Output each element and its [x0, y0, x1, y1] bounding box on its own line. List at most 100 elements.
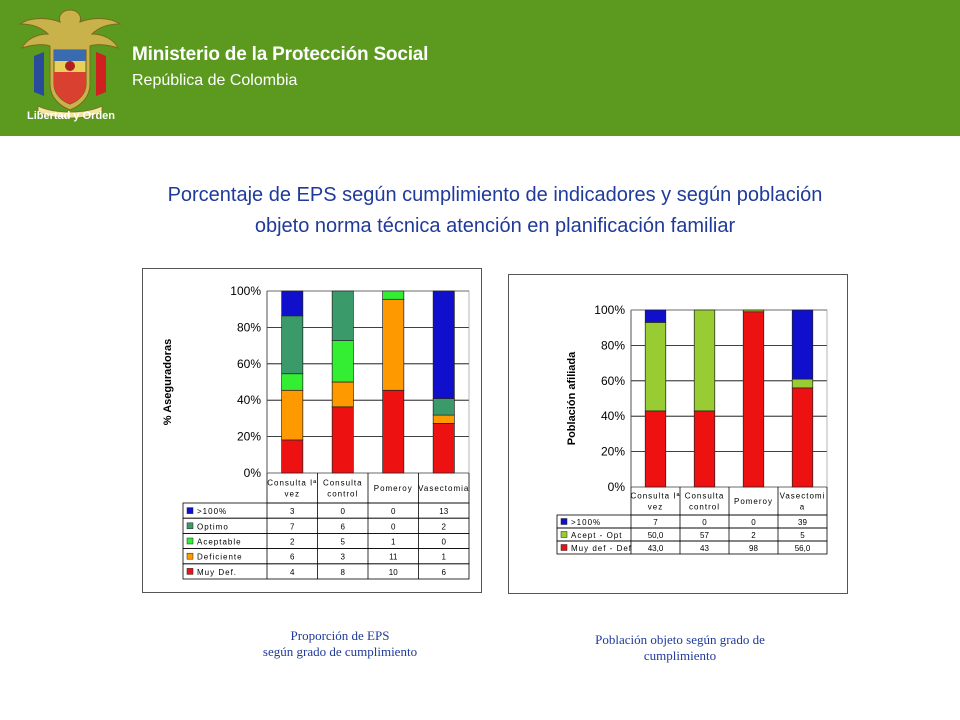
eps-table-value: 0	[341, 507, 346, 516]
pop-table-value: 57	[700, 531, 709, 540]
eps-bar-segment	[281, 389, 304, 441]
pop-table-value: 0	[751, 518, 756, 527]
eps-category-label: vez	[285, 490, 300, 499]
eps-table-value: 0	[391, 507, 396, 516]
chart-panel-eps: 0% 20% 40% 60% 80% 100% % Aseguradoras Consulta…	[142, 268, 482, 593]
eps-bar-segment	[331, 381, 354, 408]
eps-bar-segment	[382, 389, 405, 474]
eps-table-value: 5	[341, 538, 346, 547]
pop-bar-segment	[791, 378, 814, 389]
eps-table-value: 4	[290, 568, 295, 577]
eps-bar-segment	[331, 290, 354, 341]
eps-table-value: 2	[290, 538, 295, 547]
eps-bar-segment	[432, 290, 455, 399]
eps-legend-key	[186, 568, 194, 575]
pop-bar-segment	[791, 387, 814, 488]
header-banner: Libertad y Orden Ministerio de la Protec…	[0, 0, 960, 136]
eps-legend-label: Muy Def.	[197, 568, 237, 577]
pop-ytick-label: 80%	[601, 338, 625, 352]
eps-bar-segment	[281, 315, 304, 375]
chart-panel-population: 0% 20% 40% 60% 80% 100% Población afiliada Cons…	[508, 274, 848, 594]
pop-table-value: 43,0	[648, 544, 664, 553]
coat-of-arms-logo: Libertad y Orden	[10, 6, 132, 132]
eps-table-value: 13	[439, 507, 448, 516]
eps-table-value: 10	[389, 568, 398, 577]
eps-bar-segment	[331, 406, 354, 474]
caption-eps: Proporción de EPS según grado de cumplim…	[200, 628, 480, 660]
eps-legend-key	[186, 537, 194, 545]
eps-table-value: 1	[442, 553, 447, 562]
pop-legend-label: Acept - Opt	[571, 531, 622, 540]
eps-bar-segment	[432, 398, 455, 416]
caption-population: Población objeto según grado de cumplimi…	[530, 632, 830, 664]
eps-category-label: Consulta	[323, 479, 363, 488]
pop-legend-key	[560, 531, 568, 538]
eps-table-value: 6	[341, 522, 346, 531]
page-title-line-1: Porcentaje de EPS según cumplimiento de …	[167, 184, 823, 206]
pop-ytick-label: 20%	[601, 445, 625, 459]
ministry-name: Ministerio de la Protección Social	[132, 44, 429, 65]
pop-bar-segment	[693, 309, 716, 412]
pop-ytick-label: 0%	[608, 480, 626, 494]
caption-population-line-2: cumplimiento	[643, 648, 717, 663]
pop-bar-segment	[644, 410, 667, 488]
eps-category-label: Consulta Iª	[267, 479, 317, 488]
pop-bar-segment	[791, 309, 814, 380]
eps-table-value: 7	[290, 522, 295, 531]
pop-legend-label: Muy def - Def	[571, 544, 632, 553]
caption-eps-line-2: según grado de cumplimiento	[262, 644, 418, 659]
eps-ytick-label: 20%	[237, 430, 261, 444]
eps-bar-segment	[382, 290, 405, 300]
eps-table-value: 0	[391, 522, 396, 531]
pop-bar-segment	[693, 410, 716, 488]
pop-table-value: 39	[798, 518, 807, 527]
eps-category-label: Vasectomia	[418, 484, 469, 493]
eps-legend-key	[186, 507, 194, 514]
eps-table-value: 3	[290, 507, 295, 516]
eps-legend-label: Aceptable	[197, 538, 242, 547]
caption-population-line-1: Población objeto según grado de	[595, 632, 765, 647]
pop-category-label: Consulta	[685, 492, 725, 501]
pop-table-value: 56,0	[795, 544, 811, 553]
pop-y-axis-label: Población afiliada	[566, 351, 578, 445]
pop-table-value: 0	[702, 518, 707, 527]
eps-legend-label: Deficiente	[197, 553, 243, 562]
population-compliance-chart: 0% 20% 40% 60% 80% 100% Población afiliada Cons…	[556, 303, 828, 555]
eps-table-value: 2	[442, 522, 447, 531]
eps-bar-segment	[432, 423, 455, 474]
eps-table-value: 8	[341, 568, 346, 577]
pop-ytick-label: 40%	[601, 409, 625, 423]
pop-table-value: 50,0	[648, 531, 664, 540]
pop-legend-key	[560, 518, 568, 525]
eps-y-axis-label: % Aseguradoras	[162, 339, 174, 425]
pop-category-label: Pomeroy	[734, 497, 773, 506]
eps-category-label: Pomeroy	[374, 484, 413, 493]
eps-legend-key	[186, 552, 194, 560]
pop-bar-segment	[742, 309, 765, 313]
eps-ytick-label: 60%	[237, 357, 261, 371]
pop-table-value: 43	[700, 544, 709, 553]
eps-bar-segment	[331, 340, 354, 383]
pop-category-label: Vasectomi	[780, 492, 826, 501]
pop-bar-segment	[644, 309, 667, 323]
pop-table-value: 2	[751, 531, 756, 540]
eps-category-label: control	[327, 490, 358, 499]
pop-category-label: a	[800, 503, 805, 512]
eps-ytick-label: 80%	[237, 320, 261, 334]
eps-bar-segment	[382, 298, 405, 391]
pop-category-label: Consulta Iª	[631, 492, 681, 501]
pop-table-row	[556, 540, 828, 555]
eps-legend-label: Optimo	[197, 522, 229, 531]
eps-table-value: 6	[290, 553, 295, 562]
pop-category-label: vez	[648, 503, 663, 512]
eps-table-value: 6	[442, 568, 447, 577]
eps-ytick-label: 100%	[230, 284, 261, 298]
pop-bar-segment	[644, 322, 667, 412]
eps-ytick-label: 0%	[244, 466, 262, 480]
pop-ytick-label: 100%	[594, 303, 625, 317]
eps-bar-segment	[432, 414, 455, 424]
republic-name: República de Colombia	[132, 72, 298, 89]
eps-legend-key	[186, 522, 194, 530]
caption-eps-line-1: Proporción de EPS	[290, 628, 390, 643]
eps-table-value: 0	[442, 538, 447, 547]
